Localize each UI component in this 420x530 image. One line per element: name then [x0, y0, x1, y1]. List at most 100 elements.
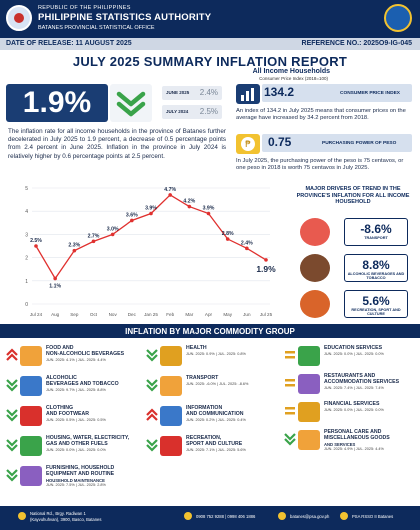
footer-phone: 0908 752 9288 | 0998 406 1886	[196, 514, 256, 519]
commodity-name: EQUIPMENT AND ROUTINE	[46, 471, 115, 477]
y-tick-label: 3	[25, 232, 28, 238]
commodity-rates: JUN. 2025: 0.0% | JUL. 2025: 0.0%	[324, 352, 384, 356]
data-label: 2.4%	[241, 240, 253, 246]
commodity-rates: JUN. 2025: 7.5% | JUL. 2025: 2.8%	[46, 483, 106, 487]
data-point	[225, 237, 230, 241]
x-tick-label: Jun	[243, 312, 251, 317]
commodity-name: HOUSEHOLD MAINTENANCE	[46, 478, 105, 483]
release-bar	[0, 38, 420, 50]
driver-value: 5.6%	[362, 294, 390, 308]
sports-ball-icon	[300, 290, 330, 318]
page-title: JULY 2025 SUMMARY INFLATION REPORT	[72, 54, 348, 69]
bar-chart-icon	[236, 84, 260, 104]
commodity-name: ALCOHOLIC	[46, 375, 77, 381]
data-point	[34, 244, 38, 248]
data-label: 1.1%	[49, 283, 61, 289]
chevron-down-icon	[6, 469, 18, 482]
commodity-group-icon	[20, 376, 42, 396]
x-tick-label: Jul 24	[30, 312, 43, 317]
x-tick-label: Jul 25	[260, 312, 273, 317]
commodity-band	[0, 324, 420, 338]
x-tick-label: Jan 25	[144, 312, 158, 317]
data-label: 4.7%	[164, 187, 176, 193]
commodity-rates: JUN. 2025: 0.2% | JUL. 2025: 0.4%	[186, 418, 246, 422]
driver-value: 8.8%	[362, 258, 390, 272]
data-label: 3.6%	[126, 212, 138, 218]
commodity-name: FURNISHING, HOUSEHOLD	[46, 465, 115, 471]
commodity-group-icon	[20, 466, 42, 486]
data-label: 2.5%	[30, 238, 42, 244]
commodity-rates: JUN. 2025: 4.9% | JUL. 2025: 4.4%	[324, 447, 384, 451]
y-tick-label: 1	[25, 279, 28, 285]
data-point	[149, 211, 153, 216]
footer-bar	[0, 506, 420, 530]
x-tick-label: May	[223, 312, 232, 317]
trend-down-box	[110, 84, 152, 122]
data-point	[206, 211, 211, 216]
cpi-paragraph: An index of 134.2 in July 2025 means tha…	[236, 108, 406, 121]
data-point	[264, 258, 268, 262]
data-label: 3.0%	[107, 226, 119, 232]
commodity-name: SPORT AND CULTURE	[186, 441, 243, 447]
data-label: 3.9%	[145, 206, 157, 212]
driver-card: 5.6% RECREATION, SPORT AND CULTURE	[344, 290, 408, 318]
commodity-name: RECREATION,	[186, 435, 222, 441]
commodity-rates: JUN. 2025: 7.4% | JUL. 2025: 7.4%	[324, 386, 384, 390]
commodity-name: EDUCATION SERVICES	[324, 345, 383, 351]
cpi-base-note: Consumer Price Index (2018=100)	[259, 76, 328, 81]
commodity-name: RESTAURANTS AND	[324, 373, 376, 379]
cpi-bar	[262, 84, 412, 102]
commodity-rates: JUN. 2025: 0.0% | JUL. 2025: 0.0%	[46, 448, 106, 452]
equal-icon	[285, 379, 295, 387]
compare-july2024: JULY 2024 2.5%	[162, 105, 222, 119]
data-label: 3.9%	[203, 206, 215, 212]
data-point	[168, 193, 172, 197]
commodity-name: INFORMATION	[186, 405, 223, 411]
commodity-rates: JUN. 2025: 4.1% | JUL. 2025: 4.4%	[46, 358, 106, 362]
commodity-name: AND SERVICES	[324, 442, 356, 447]
commodity-group-icon	[20, 346, 42, 366]
commodity-group-icon	[20, 436, 42, 456]
commodity-name: MISCELLANEOUS GOODS	[324, 435, 390, 441]
commodity-name: HOUSING, WATER, ELECTRICITY,	[46, 435, 130, 441]
data-label: 2.8%	[222, 231, 234, 237]
y-tick-label: 2	[25, 256, 28, 262]
commodity-group-icon	[298, 346, 320, 366]
car-icon	[300, 218, 330, 246]
data-point	[72, 248, 77, 253]
cpi-label: CONSUMER PRICE INDEX	[340, 91, 400, 96]
chevron-down-icon	[146, 439, 158, 452]
x-tick-label: Oct	[90, 312, 98, 317]
commodity-name: ACCOMMODATION SERVICES	[324, 379, 400, 385]
header-bar	[0, 0, 420, 38]
ppp-paragraph: In July 2025, the purchasing power of th…	[236, 158, 404, 171]
chevron-down-icon	[6, 379, 18, 392]
compare-july2024-value: 2.5%	[199, 107, 218, 116]
ppp-bar	[262, 134, 412, 152]
driver-label: ALCOHOLIC BEVERAGES AND TOBACCO	[347, 272, 405, 281]
reference-number: REFERENCE NO.: 2025O9-IG-045	[301, 40, 412, 47]
footer-email: batanes@psa.gov.ph	[290, 514, 330, 519]
data-label: 2.7%	[88, 233, 100, 239]
drivers-title: MAJOR DRIVERS OF TREND IN THE PROVINCE'S…	[296, 186, 410, 206]
data-point	[91, 239, 96, 244]
driver-value: -8.6%	[360, 222, 392, 236]
commodity-name: BEVERAGES AND TOBACCO	[46, 381, 119, 387]
x-tick-label: Nov	[109, 312, 118, 317]
driver-card: -8.6% TRANSPORT	[344, 218, 408, 246]
psa-logo-icon	[384, 4, 412, 32]
ppp-value: 0.75	[268, 135, 292, 149]
commodity-group-icon	[160, 436, 182, 456]
headline-rate: 1.9%	[6, 84, 108, 122]
commodity-title: INFLATION BY MAJOR COMMODITY GROUP	[125, 327, 295, 336]
commodity-rates: JUN. 2025: 9.7% | JUL. 2025: 8.8%	[46, 388, 106, 392]
cpi-value: 134.2	[264, 85, 295, 99]
chevron-down-icon	[284, 433, 296, 446]
chevron-down-icon	[146, 379, 158, 392]
data-point	[130, 218, 134, 223]
x-tick-label: Apr	[205, 312, 213, 317]
commodity-name: GAS AND OTHER FUELS	[46, 441, 108, 447]
footer-address-line1: National Rd., Brgy. Radiwan 1	[30, 511, 86, 516]
driver-label: TRANSPORT	[364, 236, 388, 240]
commodity-group-icon	[298, 430, 320, 450]
